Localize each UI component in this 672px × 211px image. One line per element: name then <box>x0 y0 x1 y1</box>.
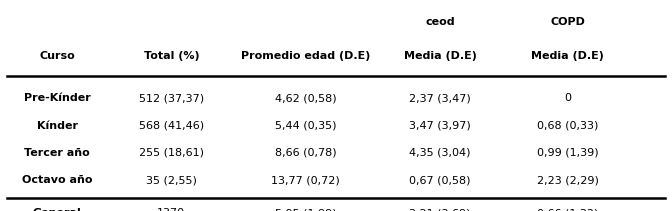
Text: Media (D.E): Media (D.E) <box>532 51 604 61</box>
Text: General: General <box>33 208 81 211</box>
Text: Kínder: Kínder <box>36 120 78 131</box>
Text: 35 (2,55): 35 (2,55) <box>146 175 197 185</box>
Text: 3,47 (3,97): 3,47 (3,97) <box>409 120 471 131</box>
Text: 8,66 (0,78): 8,66 (0,78) <box>275 148 337 158</box>
Text: 512 (37,37): 512 (37,37) <box>139 93 204 103</box>
Text: 2,23 (2,29): 2,23 (2,29) <box>537 175 599 185</box>
Text: 568 (41,46): 568 (41,46) <box>139 120 204 131</box>
Text: Tercer año: Tercer año <box>24 148 90 158</box>
Text: 13,77 (0,72): 13,77 (0,72) <box>271 175 340 185</box>
Text: Media (D.E): Media (D.E) <box>404 51 476 61</box>
Text: 255 (18,61): 255 (18,61) <box>139 148 204 158</box>
Text: COPD: COPD <box>550 17 585 27</box>
Text: Total (%): Total (%) <box>144 51 199 61</box>
Text: ceod: ceod <box>425 17 455 27</box>
Text: 0,99 (1,39): 0,99 (1,39) <box>537 148 599 158</box>
Text: 3,21 (3,69): 3,21 (3,69) <box>409 208 471 211</box>
Text: Promedio edad (D.E): Promedio edad (D.E) <box>241 51 370 61</box>
Text: 5,44 (0,35): 5,44 (0,35) <box>275 120 337 131</box>
Text: 2,37 (3,47): 2,37 (3,47) <box>409 93 471 103</box>
Text: Curso: Curso <box>39 51 75 61</box>
Text: 0,68 (0,33): 0,68 (0,33) <box>537 120 599 131</box>
Text: 1370: 1370 <box>157 208 185 211</box>
Text: 5,95 (1,99): 5,95 (1,99) <box>275 208 337 211</box>
Text: 0: 0 <box>564 93 571 103</box>
Text: 0,66 (1,32): 0,66 (1,32) <box>537 208 599 211</box>
Text: 4,35 (3,04): 4,35 (3,04) <box>409 148 471 158</box>
Text: Pre-Kínder: Pre-Kínder <box>24 93 91 103</box>
Text: 0,67 (0,58): 0,67 (0,58) <box>409 175 471 185</box>
Text: Octavo año: Octavo año <box>22 175 92 185</box>
Text: 4,62 (0,58): 4,62 (0,58) <box>275 93 337 103</box>
